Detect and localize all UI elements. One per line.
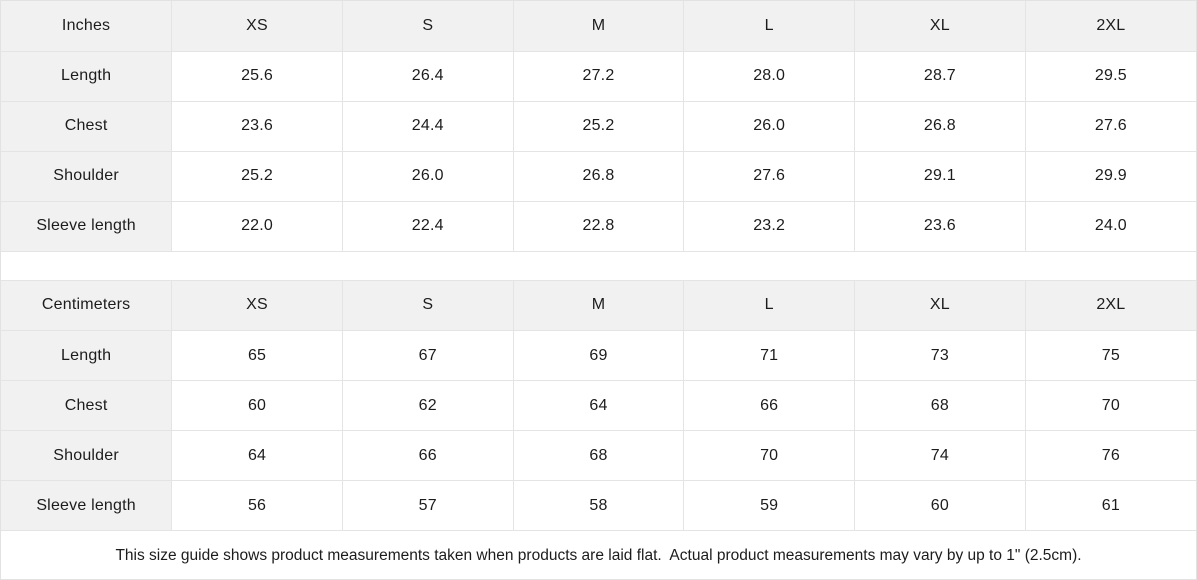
unit-header-cell: Centimeters [1, 280, 173, 331]
value-cell: 70 [683, 430, 856, 481]
table-row-chest: Chest 23.6 24.4 25.2 26.0 26.8 27.6 [1, 101, 1196, 152]
value-cell: 26.0 [683, 101, 856, 152]
table-row-chest: Chest 60 62 64 66 68 70 [1, 380, 1196, 431]
value-cell: 23.6 [171, 101, 343, 152]
size-header-cell-m: M [513, 1, 685, 52]
row-label-cell: Chest [1, 101, 173, 152]
row-label-cell: Length [1, 51, 173, 102]
value-cell: 56 [171, 480, 343, 531]
table-row-shoulder: Shoulder 64 66 68 70 74 76 [1, 430, 1196, 481]
value-cell: 73 [854, 330, 1026, 381]
value-cell: 67 [342, 330, 514, 381]
size-header-cell-xs: XS [171, 1, 343, 52]
size-header-cell-s: S [342, 280, 514, 331]
value-cell: 28.7 [854, 51, 1026, 102]
size-header-cell-2xl: 2XL [1025, 1, 1196, 52]
value-cell: 64 [171, 430, 343, 481]
value-cell: 27.6 [1025, 101, 1196, 152]
centimeters-size-table: Centimeters XS S M L XL 2XL Length 65 67… [1, 280, 1196, 531]
value-cell: 26.8 [854, 101, 1026, 152]
table-row-sleeve-length: Sleeve length 56 57 58 59 60 61 [1, 480, 1196, 531]
value-cell: 59 [683, 480, 856, 531]
value-cell: 74 [854, 430, 1026, 481]
value-cell: 75 [1025, 330, 1196, 381]
value-cell: 25.2 [171, 151, 343, 202]
size-header-cell-xl: XL [854, 280, 1026, 331]
value-cell: 57 [342, 480, 514, 531]
value-cell: 62 [342, 380, 514, 431]
row-label-cell: Shoulder [1, 151, 173, 202]
size-header-cell-l: L [683, 280, 856, 331]
size-header-cell-s: S [342, 1, 514, 52]
value-cell: 58 [513, 480, 685, 531]
table-row-length: Length 25.6 26.4 27.2 28.0 28.7 29.5 [1, 51, 1196, 102]
size-header-cell-m: M [513, 280, 685, 331]
value-cell: 24.4 [342, 101, 514, 152]
value-cell: 60 [854, 480, 1026, 531]
value-cell: 68 [513, 430, 685, 481]
row-label-cell: Sleeve length [1, 480, 173, 531]
table-row-shoulder: Shoulder 25.2 26.0 26.8 27.6 29.1 29.9 [1, 151, 1196, 202]
value-cell: 29.9 [1025, 151, 1196, 202]
value-cell: 64 [513, 380, 685, 431]
value-cell: 60 [171, 380, 343, 431]
value-cell: 23.6 [854, 201, 1026, 252]
size-header-cell-2xl: 2XL [1025, 280, 1196, 331]
value-cell: 69 [513, 330, 685, 381]
value-cell: 22.0 [171, 201, 343, 252]
value-cell: 23.2 [683, 201, 856, 252]
size-guide-disclaimer: This size guide shows product measuremen… [1, 531, 1196, 579]
row-label-cell: Shoulder [1, 430, 173, 481]
value-cell: 22.8 [513, 201, 685, 252]
value-cell: 66 [342, 430, 514, 481]
size-header-cell-l: L [683, 1, 856, 52]
size-header-cell-xs: XS [171, 280, 343, 331]
centimeters-header-row: Centimeters XS S M L XL 2XL [1, 280, 1196, 331]
inches-header-row: Inches XS S M L XL 2XL [1, 1, 1196, 52]
value-cell: 61 [1025, 480, 1196, 531]
value-cell: 26.8 [513, 151, 685, 202]
row-label-cell: Sleeve length [1, 201, 173, 252]
value-cell: 65 [171, 330, 343, 381]
value-cell: 70 [1025, 380, 1196, 431]
value-cell: 66 [683, 380, 856, 431]
size-header-cell-xl: XL [854, 1, 1026, 52]
row-label-cell: Chest [1, 380, 173, 431]
value-cell: 26.0 [342, 151, 514, 202]
value-cell: 27.2 [513, 51, 685, 102]
value-cell: 76 [1025, 430, 1196, 481]
table-row-sleeve-length: Sleeve length 22.0 22.4 22.8 23.2 23.6 2… [1, 201, 1196, 252]
value-cell: 28.0 [683, 51, 856, 102]
value-cell: 22.4 [342, 201, 514, 252]
value-cell: 68 [854, 380, 1026, 431]
value-cell: 71 [683, 330, 856, 381]
value-cell: 29.1 [854, 151, 1026, 202]
value-cell: 25.2 [513, 101, 685, 152]
row-label-cell: Length [1, 330, 173, 381]
table-section-spacer [1, 251, 1196, 281]
table-row-length: Length 65 67 69 71 73 75 [1, 330, 1196, 381]
value-cell: 27.6 [683, 151, 856, 202]
value-cell: 24.0 [1025, 201, 1196, 252]
unit-header-cell: Inches [1, 1, 173, 52]
value-cell: 26.4 [342, 51, 514, 102]
inches-size-table: Inches XS S M L XL 2XL Length 25.6 26.4 … [1, 1, 1196, 252]
value-cell: 25.6 [171, 51, 343, 102]
value-cell: 29.5 [1025, 51, 1196, 102]
